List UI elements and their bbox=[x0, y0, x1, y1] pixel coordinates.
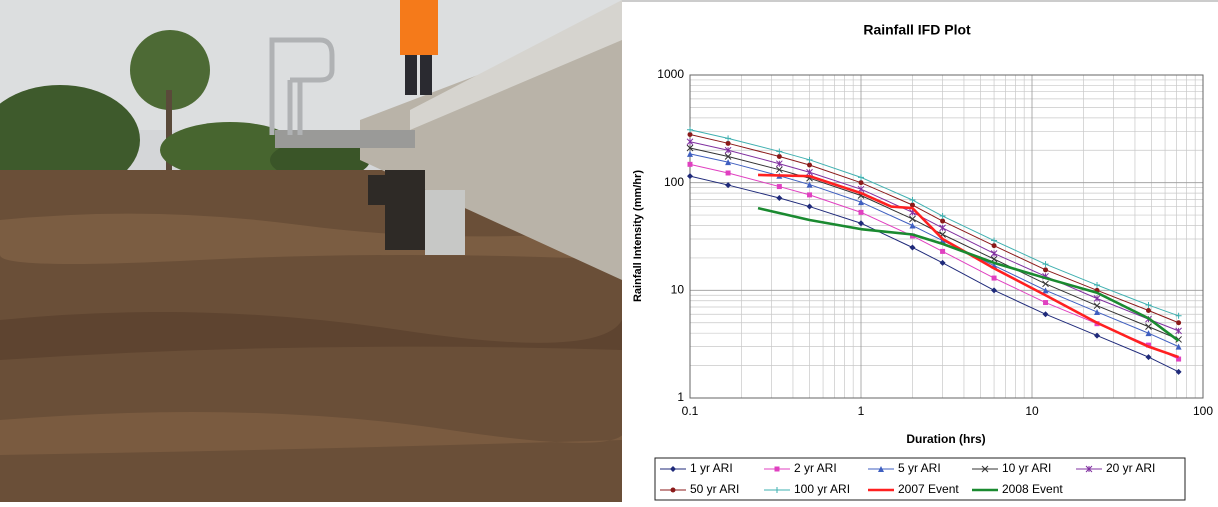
marker bbox=[1146, 308, 1151, 313]
marker bbox=[940, 219, 945, 224]
legend-label: 2007 Event bbox=[898, 482, 959, 496]
legend-label: 10 yr ARI bbox=[1002, 461, 1051, 475]
y-tick-label: 1 bbox=[677, 390, 684, 404]
legend-label: 20 yr ARI bbox=[1106, 461, 1155, 475]
marker bbox=[807, 192, 812, 197]
x-tick-label: 0.1 bbox=[682, 404, 699, 418]
marker bbox=[777, 154, 782, 159]
marker bbox=[807, 162, 812, 167]
marker bbox=[1043, 267, 1048, 272]
legend-label: 5 yr ARI bbox=[898, 461, 941, 475]
marker bbox=[777, 184, 782, 189]
y-tick-label: 1000 bbox=[657, 67, 684, 81]
legend-marker bbox=[775, 467, 780, 472]
legend-label: 1 yr ARI bbox=[690, 461, 733, 475]
marker bbox=[1043, 300, 1048, 305]
marker bbox=[859, 210, 864, 215]
marker bbox=[859, 180, 864, 185]
legend-label: 2 yr ARI bbox=[794, 461, 837, 475]
chart-title: Rainfall IFD Plot bbox=[863, 22, 971, 38]
marker bbox=[726, 170, 731, 175]
marker bbox=[688, 162, 693, 167]
screen: Rainfall IFD Plot Rainfall Intensity (mm… bbox=[0, 0, 1218, 502]
marker bbox=[992, 243, 997, 248]
canvas: Rainfall IFD Plot Rainfall Intensity (mm… bbox=[0, 0, 1218, 502]
y-tick-label: 100 bbox=[664, 175, 684, 189]
legend-marker bbox=[671, 488, 676, 493]
marker bbox=[688, 132, 693, 137]
y-axis-title: Rainfall Intensity (mm/hr) bbox=[632, 170, 644, 302]
x-axis-title: Duration (hrs) bbox=[906, 432, 985, 446]
marker bbox=[940, 249, 945, 254]
y-tick-label: 10 bbox=[671, 283, 685, 297]
x-tick-label: 1 bbox=[858, 404, 865, 418]
photo bbox=[0, 0, 625, 502]
marker bbox=[1176, 320, 1181, 325]
legend-label: 100 yr ARI bbox=[794, 482, 850, 496]
x-tick-label: 10 bbox=[1025, 404, 1039, 418]
legend-label: 50 yr ARI bbox=[690, 482, 739, 496]
x-tick-label: 100 bbox=[1193, 404, 1213, 418]
marker bbox=[726, 141, 731, 146]
marker bbox=[992, 276, 997, 281]
legend-label: 2008 Event bbox=[1002, 482, 1063, 496]
